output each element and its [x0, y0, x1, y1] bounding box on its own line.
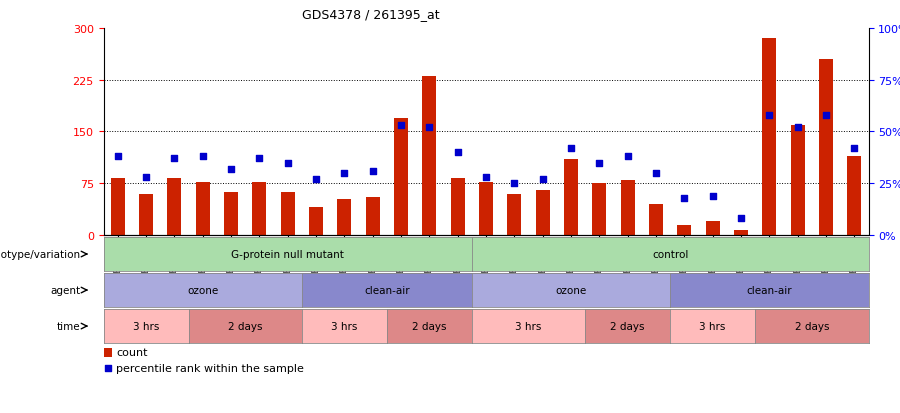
Bar — [536, 191, 550, 235]
Bar — [790, 125, 805, 235]
Text: ozone: ozone — [555, 285, 587, 295]
Point — [819, 112, 833, 119]
Text: control: control — [652, 249, 688, 259]
Point — [338, 170, 352, 177]
Point — [281, 160, 295, 166]
Text: 3 hrs: 3 hrs — [699, 321, 726, 331]
Text: percentile rank within the sample: percentile rank within the sample — [116, 363, 304, 373]
Text: clean-air: clean-air — [364, 285, 410, 295]
Point — [563, 145, 578, 152]
Bar — [111, 179, 125, 235]
Bar — [564, 160, 578, 235]
Point — [451, 150, 465, 156]
Point — [734, 216, 748, 222]
Point — [620, 154, 634, 160]
Bar — [649, 204, 663, 235]
Bar — [281, 193, 295, 235]
Bar — [195, 183, 210, 235]
Bar — [365, 197, 380, 235]
Bar — [309, 208, 323, 235]
Text: GDS4378 / 261395_at: GDS4378 / 261395_at — [302, 8, 440, 21]
Text: genotype/variation: genotype/variation — [0, 249, 81, 259]
Text: 3 hrs: 3 hrs — [331, 321, 357, 331]
Bar — [422, 77, 436, 235]
Point — [139, 174, 153, 181]
Point — [365, 168, 380, 175]
Text: agent: agent — [50, 285, 81, 295]
Bar — [167, 179, 182, 235]
Bar — [224, 193, 238, 235]
Text: clean-air: clean-air — [746, 285, 792, 295]
Bar — [479, 183, 493, 235]
Text: 3 hrs: 3 hrs — [133, 321, 159, 331]
Text: 2 days: 2 days — [228, 321, 263, 331]
Text: count: count — [116, 347, 148, 358]
Bar — [706, 222, 720, 235]
Point — [677, 195, 691, 202]
Point — [224, 166, 238, 173]
Point — [252, 156, 266, 162]
Point — [195, 154, 210, 160]
Bar — [451, 179, 464, 235]
Point — [111, 154, 125, 160]
Point — [309, 176, 323, 183]
Point — [847, 145, 861, 152]
Text: ozone: ozone — [187, 285, 219, 295]
Point — [422, 125, 436, 131]
Bar — [394, 119, 408, 235]
Point — [706, 193, 720, 199]
Point — [592, 160, 607, 166]
Point — [394, 123, 409, 129]
Point — [790, 125, 805, 131]
Text: 2 days: 2 days — [795, 321, 829, 331]
Bar — [252, 183, 266, 235]
Bar — [139, 194, 153, 235]
Point — [762, 112, 777, 119]
Text: 3 hrs: 3 hrs — [516, 321, 542, 331]
Bar — [621, 180, 634, 235]
Point — [100, 365, 115, 372]
Bar — [508, 194, 521, 235]
Bar — [104, 348, 112, 357]
Bar — [677, 225, 691, 235]
Point — [507, 180, 521, 187]
Bar — [847, 156, 861, 235]
Bar — [734, 230, 748, 235]
Bar — [819, 60, 833, 235]
Text: G-protein null mutant: G-protein null mutant — [231, 249, 344, 259]
Bar — [762, 39, 777, 235]
Point — [649, 170, 663, 177]
Text: 2 days: 2 days — [412, 321, 446, 331]
Text: time: time — [57, 321, 81, 331]
Bar — [592, 184, 607, 235]
Point — [479, 174, 493, 181]
Point — [536, 176, 550, 183]
Text: 2 days: 2 days — [610, 321, 645, 331]
Point — [167, 156, 182, 162]
Bar — [338, 199, 351, 235]
